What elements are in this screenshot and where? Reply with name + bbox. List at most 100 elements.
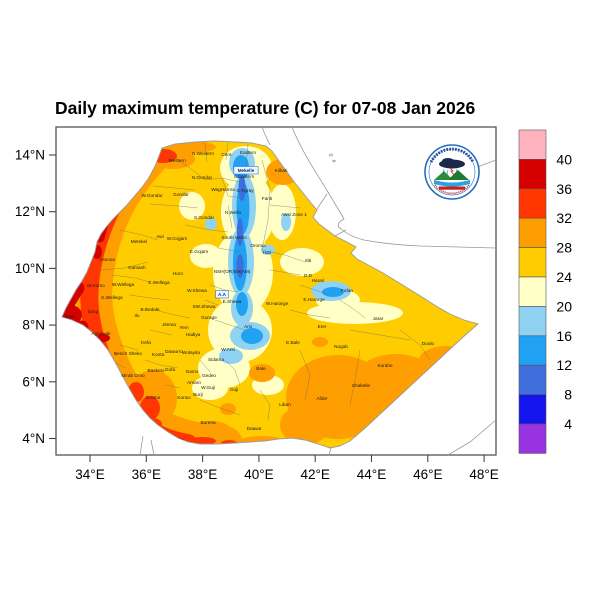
logo-arc-text-bottom <box>434 184 470 195</box>
logo-inner-ring <box>428 148 476 196</box>
region-label: D.D <box>304 273 313 278</box>
region-label: Basketo <box>148 368 165 373</box>
region-label: Wolayita <box>182 350 200 355</box>
region-label: Gofa <box>165 367 176 372</box>
region-label: Bench Sheko <box>114 351 142 356</box>
region-label: Western <box>168 158 186 163</box>
legend-color-box <box>518 247 547 278</box>
region-label: Hari <box>263 250 272 255</box>
legend-color-box <box>518 276 547 307</box>
coastline-and-borders <box>139 126 497 456</box>
region-label: Agnewak <box>91 331 111 336</box>
region-label: W.Gondar <box>141 193 163 198</box>
region-label: Amaro <box>187 380 201 385</box>
logo-mountain-left <box>434 171 453 180</box>
region-label: E.Gojam <box>190 249 208 254</box>
y-axis: 14°N 12°N 10°N 8°N 6°N 4°N <box>15 148 56 446</box>
region-label: B.Bedele <box>140 307 159 312</box>
region-label: S.Gondar <box>194 215 215 220</box>
region-label: Kamash <box>128 265 146 270</box>
logo-arc-text <box>429 147 475 163</box>
region-label: W.Shewa <box>187 288 207 293</box>
x-tick-label: 42°E <box>300 467 329 482</box>
region-label: Metekel <box>131 239 147 244</box>
legend-value-label: 16 <box>556 328 572 344</box>
region-label: Kefa <box>141 340 151 345</box>
logo-water <box>434 180 470 187</box>
region-label: Horo <box>173 271 184 276</box>
legend-color-box <box>518 423 547 454</box>
x-tick-label: 40°E <box>244 467 273 482</box>
region-label: Hadiya <box>186 332 201 337</box>
region-label: Jarar <box>373 316 384 321</box>
region-label: W.Arsi <box>221 347 235 352</box>
legend-color-box <box>518 364 547 395</box>
y-tick-label: 14°N <box>15 148 45 163</box>
region-label: E.Hararge <box>303 297 325 302</box>
ethiopia-outline <box>61 140 479 449</box>
legend-color-box <box>518 159 547 190</box>
region-label: Awsi Zone 1 <box>281 212 307 217</box>
logo-mountain-right <box>448 170 469 180</box>
plot-border <box>55 126 497 456</box>
region-label: E.Wellega <box>148 280 170 285</box>
city-label-box <box>233 166 259 175</box>
region-label: NSH(OR)SH(AM) <box>214 269 251 274</box>
legend-value-label: 24 <box>556 269 572 285</box>
temperature-legend: 40 36 32 28 24 20 16 12 8 4 <box>518 129 572 454</box>
region-label: Sidama <box>208 357 224 362</box>
region-label: S.Tigray <box>236 188 254 193</box>
region-label: Cent. <box>221 152 232 157</box>
legend-value-label: 36 <box>556 181 572 197</box>
page-title: Daily maximum temperature (C) for 07-08 … <box>55 98 475 118</box>
region-label: Gondar <box>173 192 189 197</box>
city-labels: Mekelle A.A <box>215 166 259 299</box>
region-label: Ilu <box>135 313 140 318</box>
region-label: W.Guji <box>201 385 215 390</box>
region-label: E.Bale <box>286 340 300 345</box>
region-label: Fafan <box>341 288 353 293</box>
x-tick-label: 46°E <box>413 467 442 482</box>
region-label: W.Wellega <box>112 282 135 287</box>
region-label: Jimma <box>162 322 176 327</box>
city-label: A.A <box>218 292 227 297</box>
city-label-box <box>215 290 229 299</box>
region-label: Guji <box>230 387 238 392</box>
region-label: Gurage <box>201 315 217 320</box>
emi-logo <box>424 144 480 200</box>
logo-banner <box>439 186 465 190</box>
y-tick-label: 8°N <box>22 318 45 333</box>
region-label: Burji <box>193 392 202 397</box>
region-label: Oromia <box>250 243 266 248</box>
region-label: Itang <box>88 309 99 314</box>
region-label: W.Gojjam <box>167 236 187 241</box>
legend-color-box <box>518 394 547 425</box>
legend-value-label: 4 <box>564 416 572 432</box>
x-axis: 34°E 36°E 38°E 40°E 42°E 44°E 46°E 48°E <box>75 455 499 482</box>
legend-color-box <box>518 217 547 248</box>
region-label: S.Eastern <box>234 174 255 179</box>
region-label: N.Gondar <box>192 175 213 180</box>
x-tick-label: 36°E <box>132 467 161 482</box>
region-label: Daawa <box>247 426 262 431</box>
region-label: Afder <box>316 396 328 401</box>
region-label: Kilbati <box>275 168 288 173</box>
region-label: Bale <box>256 366 266 371</box>
y-tick-label: 4°N <box>22 431 45 446</box>
y-tick-label: 12°N <box>15 204 45 219</box>
region-label: Liban <box>279 402 291 407</box>
region-label: N.Wello <box>225 210 242 215</box>
region-label: SW.Shewa <box>193 304 216 309</box>
logo-lightning <box>449 167 455 176</box>
region-label: Gamo <box>186 369 199 374</box>
legend-color-box <box>518 335 547 366</box>
region-label: W.Hararge <box>266 301 289 306</box>
region-label: Siti <box>305 258 312 263</box>
region-label: Harari <box>312 278 325 283</box>
legend-color-box <box>518 188 547 219</box>
region-label: Doolo <box>422 341 435 346</box>
region-label: Erer <box>318 324 327 329</box>
region-label: Dawurro <box>165 349 183 354</box>
